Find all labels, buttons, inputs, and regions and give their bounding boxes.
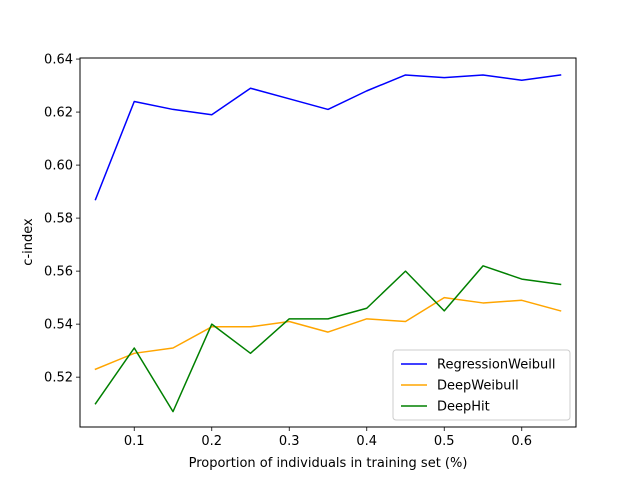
x-axis-label: Proportion of individuals in training se… bbox=[189, 456, 468, 471]
x-tick-label: 0.3 bbox=[279, 434, 300, 449]
x-tick-label: 0.2 bbox=[201, 434, 222, 449]
y-tick-label: 0.62 bbox=[44, 106, 73, 121]
legend-box bbox=[392, 349, 571, 421]
y-tick-label: 0.58 bbox=[44, 212, 73, 227]
series-line-regressionweibull bbox=[94, 74, 562, 201]
y-tick-label: 0.60 bbox=[44, 159, 73, 174]
series-line-deepweibull bbox=[94, 296, 562, 371]
x-tick-label: 0.6 bbox=[511, 434, 532, 449]
y-axis: 0.52 0.54 0.56 0.58 0.60 0.62 0.64 bbox=[44, 53, 80, 386]
legend-label: DeepWeibull bbox=[437, 379, 519, 394]
x-tick-label: 0.5 bbox=[434, 434, 455, 449]
series-layer bbox=[94, 74, 562, 413]
legend: RegressionWeibull DeepWeibull DeepHit bbox=[392, 349, 571, 421]
x-tick-label: 0.1 bbox=[124, 434, 145, 449]
y-axis-label: c-index bbox=[21, 218, 36, 266]
y-tick-label: 0.56 bbox=[44, 265, 73, 280]
legend-label: DeepHit bbox=[437, 400, 490, 415]
x-axis: 0.1 0.2 0.3 0.4 0.5 0.6 bbox=[124, 427, 532, 449]
plot-frame bbox=[79, 57, 577, 428]
legend-label: RegressionWeibull bbox=[437, 358, 556, 373]
y-tick-label: 0.52 bbox=[44, 371, 73, 386]
y-tick-label: 0.64 bbox=[44, 53, 73, 68]
series-line-deephit bbox=[94, 265, 562, 413]
x-tick-label: 0.4 bbox=[356, 434, 377, 449]
y-tick-label: 0.54 bbox=[44, 318, 73, 333]
